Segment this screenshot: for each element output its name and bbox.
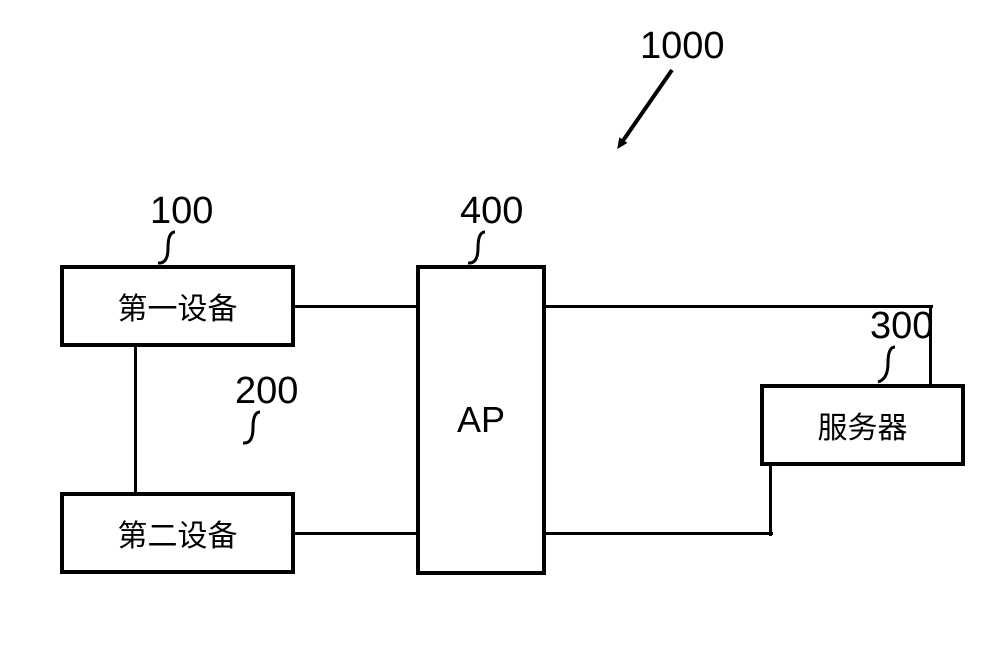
conn-ap-server-v2 [769, 466, 772, 536]
box-dev2-label: 第二设备 [118, 511, 238, 555]
box-dev2: 第二设备 [60, 492, 295, 574]
conn-ap-server-v [929, 306, 932, 387]
box-ap-label: AP [457, 399, 505, 441]
box-dev1: 第一设备 [60, 265, 295, 347]
box-server: 服务器 [760, 384, 965, 466]
box-ap: AP [416, 265, 546, 575]
conn-ap-server-h2 [546, 532, 773, 535]
diagram-canvas: 1000 100 200 400 300 第一设备 第二设备 AP 服务器 [0, 0, 1000, 652]
conn-dev2-ap [295, 532, 419, 535]
conn-dev1-ap [295, 305, 419, 308]
box-dev1-label: 第一设备 [118, 284, 238, 328]
conn-dev1-dev2 [134, 347, 137, 495]
box-server-label: 服务器 [818, 403, 908, 447]
conn-ap-server-h1 [546, 305, 933, 308]
